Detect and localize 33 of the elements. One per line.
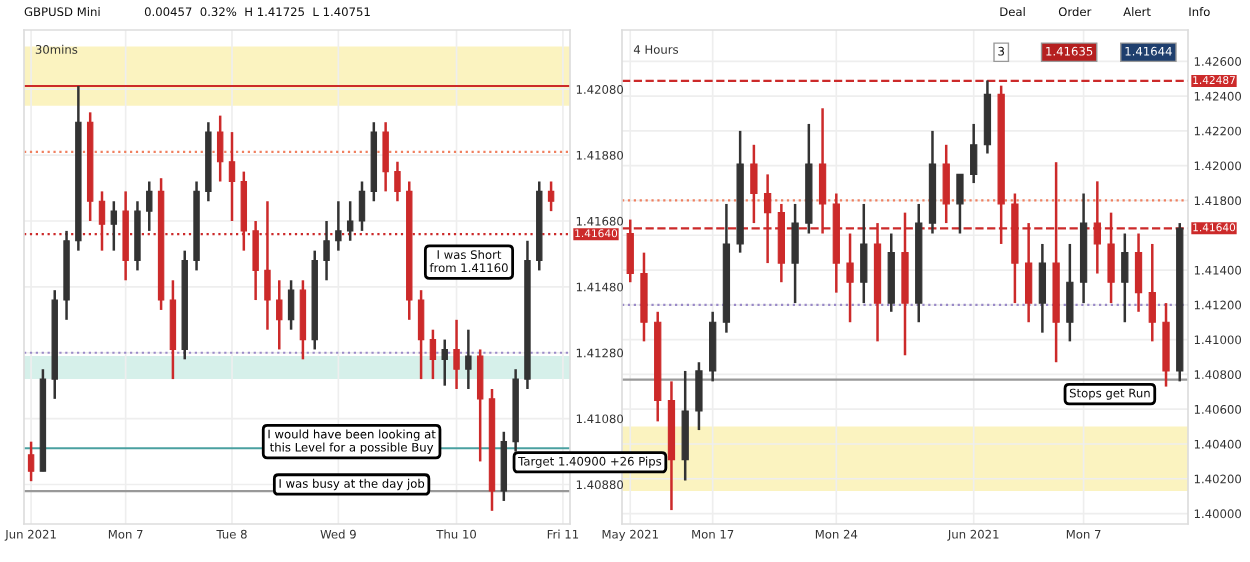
candlestick xyxy=(216,114,224,183)
candlestick xyxy=(1066,242,1074,343)
candlestick xyxy=(276,279,283,351)
candlestick xyxy=(846,232,854,324)
candlestick xyxy=(287,279,295,331)
candlestick xyxy=(1148,242,1156,343)
candlestick xyxy=(346,200,354,243)
candlestick xyxy=(791,202,799,305)
candlestick xyxy=(335,200,342,252)
candlestick xyxy=(547,180,555,213)
candlestick xyxy=(110,200,118,252)
candlestick xyxy=(382,120,389,193)
candlestick xyxy=(476,348,484,463)
candlestick xyxy=(394,160,401,203)
candlestick xyxy=(942,143,950,225)
candlestick xyxy=(429,328,437,381)
candlestick xyxy=(146,180,153,233)
candlestick xyxy=(228,130,236,223)
candlestick xyxy=(1121,232,1129,324)
candlestick xyxy=(1134,232,1143,314)
candlestick xyxy=(358,180,366,233)
candlestick xyxy=(453,318,460,391)
candlestick xyxy=(441,338,448,387)
candlestick xyxy=(417,288,425,381)
candlestick xyxy=(695,360,703,432)
candlestick xyxy=(860,202,868,305)
candlestick xyxy=(970,122,978,185)
candlestick xyxy=(27,440,35,483)
candlestick xyxy=(956,173,964,235)
candlestick xyxy=(750,143,758,225)
candlestick xyxy=(323,219,330,282)
candlestick xyxy=(465,328,472,391)
candlestick xyxy=(1038,242,1047,334)
